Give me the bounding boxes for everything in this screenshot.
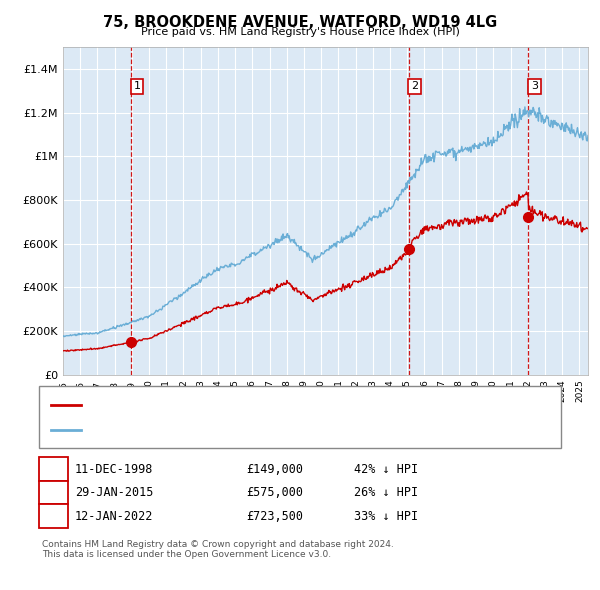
Text: Contains HM Land Registry data © Crown copyright and database right 2024.
This d: Contains HM Land Registry data © Crown c… (42, 540, 394, 559)
Text: 2: 2 (50, 486, 57, 499)
Text: £575,000: £575,000 (246, 486, 303, 499)
Text: 42% ↓ HPI: 42% ↓ HPI (354, 463, 418, 476)
Text: 12-JAN-2022: 12-JAN-2022 (75, 510, 154, 523)
Text: £723,500: £723,500 (246, 510, 303, 523)
Text: 1: 1 (134, 81, 140, 91)
Text: 75, BROOKDENE AVENUE, WATFORD, WD19 4LG (detached house): 75, BROOKDENE AVENUE, WATFORD, WD19 4LG … (87, 400, 433, 410)
Text: 1: 1 (50, 463, 57, 476)
Text: 11-DEC-1998: 11-DEC-1998 (75, 463, 154, 476)
Text: 26% ↓ HPI: 26% ↓ HPI (354, 486, 418, 499)
Text: £149,000: £149,000 (246, 463, 303, 476)
Text: 2: 2 (411, 81, 418, 91)
Text: HPI: Average price, detached house, Three Rivers: HPI: Average price, detached house, Thre… (87, 425, 346, 435)
Text: 3: 3 (531, 81, 538, 91)
Text: 75, BROOKDENE AVENUE, WATFORD, WD19 4LG: 75, BROOKDENE AVENUE, WATFORD, WD19 4LG (103, 15, 497, 30)
Text: 3: 3 (50, 510, 57, 523)
Text: 33% ↓ HPI: 33% ↓ HPI (354, 510, 418, 523)
Text: 29-JAN-2015: 29-JAN-2015 (75, 486, 154, 499)
Text: Price paid vs. HM Land Registry's House Price Index (HPI): Price paid vs. HM Land Registry's House … (140, 27, 460, 37)
